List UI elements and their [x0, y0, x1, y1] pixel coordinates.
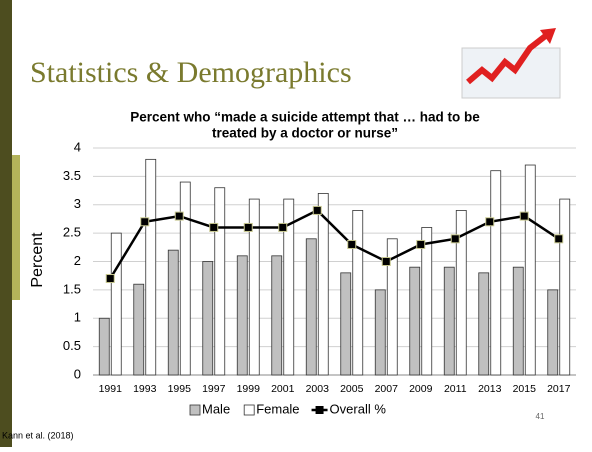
y-tick-label: 3.5	[63, 168, 81, 183]
x-tick-label: 2015	[513, 383, 537, 395]
legend-label: Female	[256, 401, 299, 416]
bar	[525, 165, 535, 375]
x-tick-label: 1995	[168, 383, 192, 395]
chart-title: Percent who “made a suicide attempt that…	[130, 110, 480, 125]
line-marker	[279, 223, 287, 231]
side-accent	[12, 155, 20, 300]
y-tick-label: 2	[74, 253, 81, 268]
y-tick-label: 0	[74, 366, 81, 381]
bar	[353, 210, 363, 375]
line-marker	[520, 212, 528, 220]
chart-title: treated by a doctor or nurse”	[212, 126, 398, 141]
line-marker	[141, 218, 149, 226]
line-marker	[348, 240, 356, 248]
icon	[462, 28, 560, 98]
x-tick-label: 2001	[271, 383, 295, 395]
y-tick-label: 2.5	[63, 225, 81, 240]
bar	[272, 256, 282, 375]
slide-number: 41	[536, 412, 545, 421]
line-marker	[106, 275, 114, 283]
legend-label: Male	[202, 401, 230, 416]
legend-swatch	[244, 405, 254, 415]
bar	[237, 256, 247, 375]
page: Statistics & Demographics Percent who “m…	[0, 0, 592, 447]
y-axis-label: Percent	[29, 232, 46, 288]
bar	[410, 267, 420, 375]
line-marker	[486, 218, 494, 226]
bar	[99, 318, 109, 375]
citation: Kann et al. (2018)	[2, 430, 74, 440]
line-marker	[210, 223, 218, 231]
bar	[548, 290, 558, 375]
slide: Statistics & Demographics Percent who “m…	[0, 0, 592, 447]
bar	[444, 267, 454, 375]
x-tick-label: 2007	[375, 383, 399, 395]
x-tick-label: 2003	[306, 383, 330, 395]
y-tick-label: 1	[74, 310, 81, 325]
bar	[375, 290, 385, 375]
y-tick-label: 4	[74, 139, 81, 154]
x-tick-label: 2009	[409, 383, 433, 395]
bar	[513, 267, 523, 375]
slide-title: Statistics & Demographics	[30, 56, 352, 89]
x-tick-label: 2017	[547, 383, 571, 395]
bar	[479, 273, 489, 375]
line-marker	[244, 223, 252, 231]
legend-label: Overall %	[330, 401, 387, 416]
line-marker	[451, 235, 459, 243]
bar	[215, 188, 225, 375]
line-marker	[175, 212, 183, 220]
bar	[560, 199, 570, 375]
x-tick-label: 2005	[340, 383, 364, 395]
side-bar	[0, 0, 12, 447]
line-marker	[555, 235, 563, 243]
bar	[168, 250, 178, 375]
x-tick-label: 1999	[237, 383, 261, 395]
x-tick-label: 2013	[478, 383, 502, 395]
y-tick-label: 1.5	[63, 281, 81, 296]
bar	[306, 239, 316, 375]
x-tick-label: 1991	[99, 383, 123, 395]
line-marker	[313, 206, 321, 214]
bar	[341, 273, 351, 375]
legend-swatch	[190, 405, 200, 415]
bar	[203, 262, 213, 376]
bar	[491, 171, 501, 375]
y-tick-label: 0.5	[63, 338, 81, 353]
line-marker	[417, 240, 425, 248]
legend-swatch	[316, 406, 324, 414]
bar	[134, 284, 144, 375]
y-tick-label: 3	[74, 196, 81, 211]
x-tick-label: 1997	[202, 383, 226, 395]
x-tick-label: 1993	[133, 383, 157, 395]
line-marker	[382, 258, 390, 266]
bar	[180, 182, 190, 375]
bar	[111, 233, 121, 375]
x-tick-label: 2011	[444, 383, 467, 395]
bar	[146, 159, 156, 375]
bar	[422, 227, 432, 375]
